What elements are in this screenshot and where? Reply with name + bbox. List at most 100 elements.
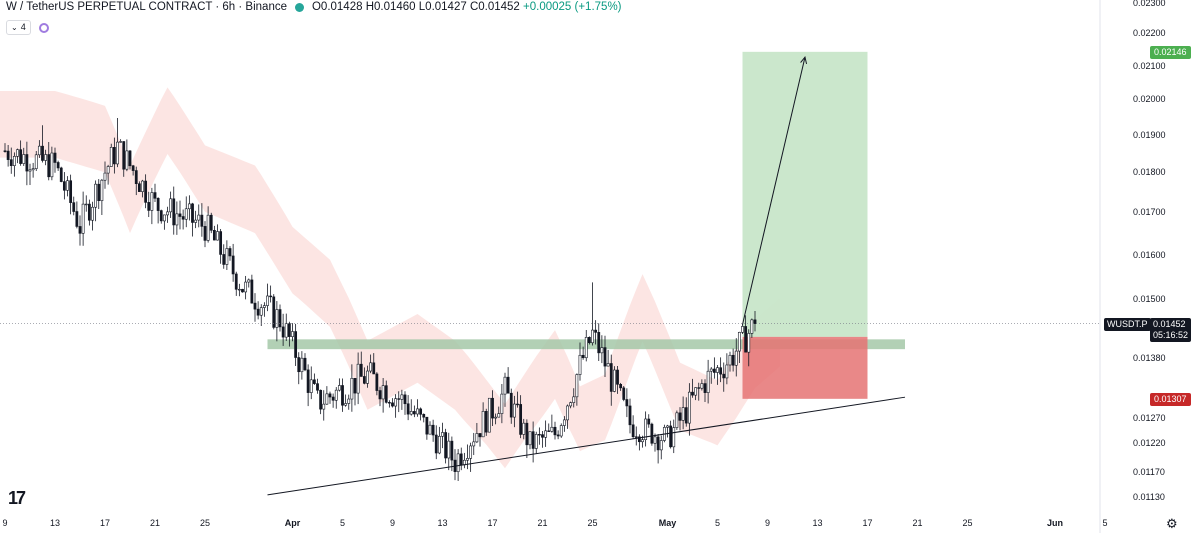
candle-body [456,453,460,472]
candle-body [53,152,57,163]
candle-body [525,422,529,446]
candle [659,435,663,460]
candle-body [322,403,326,410]
candle-body [362,376,366,384]
candle-body [291,331,294,337]
candle-body [9,159,13,166]
candle-body [637,436,641,443]
candle [169,191,173,218]
candle-body [753,319,757,324]
candle [384,380,388,404]
candle [166,206,169,223]
candle [425,416,429,440]
candle [506,367,510,394]
candle-body [606,363,610,367]
candle-body [341,385,344,406]
high-value: H0.01460 [365,1,416,13]
candle-body [72,202,76,212]
candle [312,373,316,385]
arrow-head-icon [800,55,808,65]
candle-body [459,453,463,466]
candle [212,225,216,241]
candle [175,201,179,235]
candle [225,240,229,270]
candle-body [47,154,51,178]
candle [319,389,323,415]
candle [266,283,269,312]
candle [387,400,391,408]
candle-body [69,180,73,203]
candle [531,421,535,463]
candle [631,415,635,439]
candle [53,147,57,173]
candle-body [34,154,38,169]
candle [228,246,232,261]
candle [544,420,548,447]
candle-body [434,434,438,454]
candle [147,191,151,218]
candle-body [425,416,429,435]
candle [622,385,626,402]
drawings[interactable] [0,55,1100,496]
candle [406,395,410,421]
candle [191,202,194,237]
symbol-price-tag: WUSDT.P [1104,317,1151,331]
candle [744,315,748,353]
candle-body [141,180,144,192]
candle-body [700,383,704,389]
tradingview-logo[interactable]: 17 [8,488,26,508]
candle-body [106,166,110,174]
candle-body [741,326,744,333]
candle [637,434,641,451]
candle-body [325,393,329,405]
price-tick-label: 0.01700 [1133,207,1166,217]
candle-body [403,394,407,405]
candle-body [387,402,391,404]
candle-body [687,391,691,424]
candle [344,394,348,407]
candle [647,414,651,428]
candle [419,407,423,421]
time-tick-label: 9 [389,518,396,528]
candle [159,209,163,224]
candle-body [131,165,135,171]
candle-body [594,329,598,333]
candle [300,351,304,380]
candle-body [50,152,54,178]
candle [69,174,73,215]
price-tick-label: 0.02100 [1133,61,1166,71]
candle-body [503,376,507,395]
time-tick-label: 17 [487,518,498,528]
candle [678,407,682,431]
candle-body [512,403,516,418]
time-tick-label: 17 [862,518,873,528]
candle-body [66,180,69,191]
candle [331,393,335,408]
candle [509,388,513,424]
candle [703,379,707,403]
candle-body [528,431,532,446]
indicators-toggle-button[interactable]: ⌄ 4 [6,20,31,35]
candle [609,354,613,406]
candle [672,419,676,454]
candle-body [353,378,357,394]
candle-body [369,362,373,372]
candle-body [544,430,548,438]
candle [431,419,435,442]
candle-body [656,436,660,451]
settings-gear-icon[interactable]: ⚙ [1166,516,1178,531]
candle-body [572,396,576,403]
candle [584,329,588,362]
candle [134,166,138,196]
time-tick-label: 9 [764,518,771,528]
candle [84,195,88,212]
candle-body [719,367,723,375]
candle-body [419,408,423,415]
candle [75,201,79,229]
symbol-title[interactable]: W / TetherUS PERPETUAL CONTRACT · 6h · B… [6,1,287,13]
candle-body [200,214,204,227]
candle [525,419,529,458]
candle-body [534,434,538,449]
